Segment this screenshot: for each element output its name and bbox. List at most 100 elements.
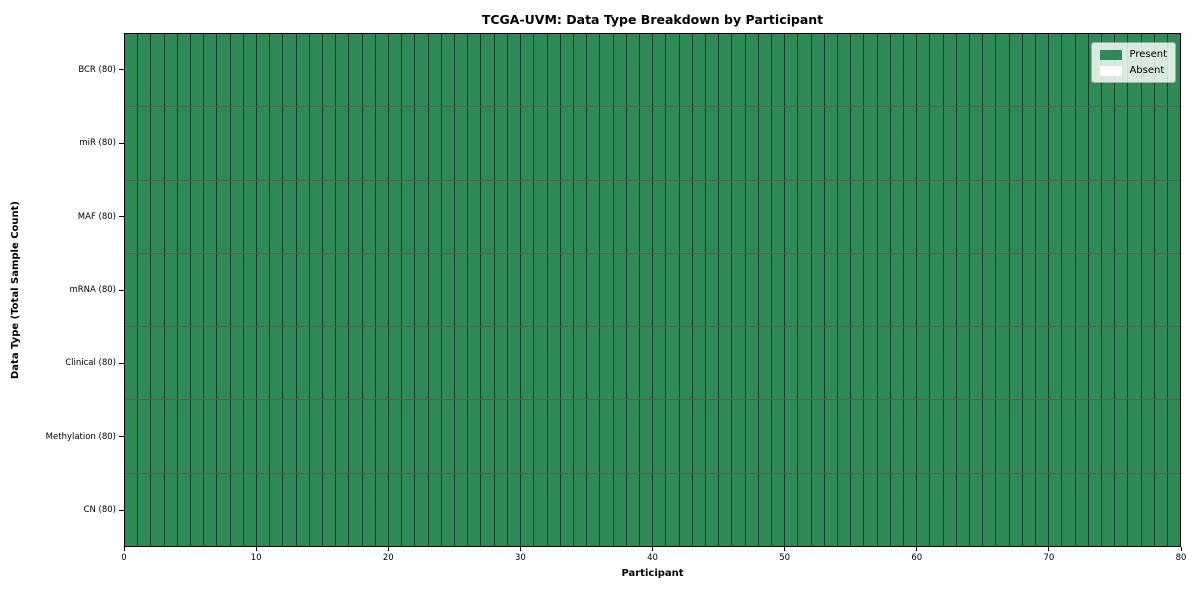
heatmap-cell [1036, 473, 1050, 546]
heatmap-cell [296, 180, 310, 253]
heatmap-cell [468, 327, 482, 400]
heatmap-cell [521, 327, 535, 400]
heatmap-cell [1009, 327, 1023, 400]
heatmap-cell [745, 107, 759, 180]
heatmap-cell [283, 327, 297, 400]
heatmap-cell [309, 473, 324, 546]
heatmap-cell [903, 253, 918, 327]
heatmap-cell [283, 253, 297, 327]
heatmap-cell [1062, 34, 1076, 107]
x-tick-mark [784, 547, 786, 551]
heatmap-cell [547, 180, 561, 253]
heatmap-cell [534, 400, 548, 473]
heatmap-cell [441, 327, 456, 400]
heatmap-cell [917, 107, 931, 180]
heatmap-cell [653, 34, 667, 107]
heatmap-cell [257, 107, 271, 180]
heatmap-cell [600, 400, 614, 473]
heatmap-cell [309, 400, 324, 473]
heatmap-cell [943, 34, 957, 107]
heatmap-cell [323, 253, 337, 327]
heatmap-cell [877, 473, 891, 546]
heatmap-cell [864, 253, 878, 327]
heatmap-cell [890, 34, 904, 107]
heatmap-cell [864, 400, 878, 473]
heatmap-row [125, 107, 1181, 181]
heatmap-cell [626, 253, 640, 327]
heatmap-cell [573, 473, 588, 546]
heatmap-cell [639, 327, 654, 400]
heatmap-cell [204, 180, 218, 253]
heatmap-cell [468, 253, 482, 327]
heatmap-cell [1075, 400, 1089, 473]
x-tick-label: 50 [779, 553, 791, 563]
heatmap-cell [375, 400, 390, 473]
heatmap-cell [177, 327, 192, 400]
heatmap-cell [679, 253, 693, 327]
heatmap-cell [1036, 34, 1050, 107]
heatmap-cell [243, 180, 258, 253]
heatmap-cell [956, 180, 970, 253]
heatmap-cell [1128, 400, 1142, 473]
heatmap-cell [534, 327, 548, 400]
heatmap-cell [956, 473, 970, 546]
heatmap-cell [917, 253, 931, 327]
heatmap-cell [1009, 400, 1023, 473]
x-tick-label: 10 [250, 553, 262, 563]
heatmap-cell [824, 473, 838, 546]
heatmap-cell [177, 253, 192, 327]
heatmap-cell [389, 400, 403, 473]
heatmap-cell [573, 253, 588, 327]
heatmap-cell [428, 34, 442, 107]
heatmap-cell [1088, 253, 1103, 327]
heatmap-cell [692, 400, 706, 473]
heatmap-cell [785, 400, 799, 473]
heatmap-cell [996, 400, 1010, 473]
heatmap-cell [903, 473, 918, 546]
heatmap-cell [428, 253, 442, 327]
heatmap-cell [943, 107, 957, 180]
heatmap-cell [996, 107, 1010, 180]
heatmap-cell [903, 327, 918, 400]
heatmap-cell [653, 253, 667, 327]
heatmap-cell [138, 327, 152, 400]
heatmap-cell [996, 253, 1010, 327]
x-tick-mark [1048, 547, 1050, 551]
heatmap-cell [257, 400, 271, 473]
heatmap-cell [204, 327, 218, 400]
x-tick-label: 30 [514, 553, 526, 563]
heatmap-cell [1115, 180, 1129, 253]
heatmap-cell [903, 400, 918, 473]
heatmap-cell [917, 400, 931, 473]
heatmap-cell [719, 253, 733, 327]
heatmap-cell [270, 400, 284, 473]
y-tick-mark [119, 436, 124, 438]
heatmap-cell [745, 253, 759, 327]
heatmap-cell [151, 400, 165, 473]
heatmap-cell [679, 400, 693, 473]
heatmap-cell [138, 34, 152, 107]
heatmap-cell [217, 327, 231, 400]
heatmap-cell [243, 327, 258, 400]
heatmap-cell [639, 34, 654, 107]
x-tick-label: 80 [1175, 553, 1187, 563]
heatmap-cell [732, 180, 746, 253]
heatmap-cell [956, 253, 970, 327]
heatmap-cell [983, 34, 997, 107]
heatmap-cell [600, 473, 614, 546]
x-axis-label: Participant [621, 568, 684, 579]
heatmap-cell [1049, 400, 1063, 473]
heatmap-cell [837, 180, 852, 253]
heatmap-cell [679, 473, 693, 546]
heatmap-cell [441, 473, 456, 546]
heatmap-cell [494, 34, 508, 107]
heatmap-cell [785, 34, 799, 107]
heatmap-row [125, 327, 1181, 401]
heatmap-cell [745, 180, 759, 253]
heatmap-cell [864, 473, 878, 546]
heatmap-cell [1141, 253, 1155, 327]
heatmap-cell [903, 180, 918, 253]
heatmap-cell [468, 473, 482, 546]
heatmap-cell [191, 180, 205, 253]
heatmap-cell [415, 107, 429, 180]
